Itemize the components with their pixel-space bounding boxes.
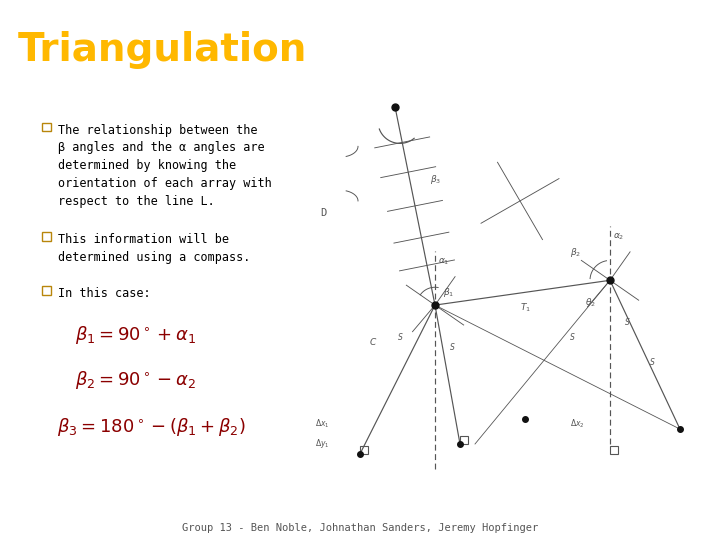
Text: orientation of each array with: orientation of each array with <box>58 177 271 190</box>
Text: $\beta_2$: $\beta_2$ <box>570 246 581 260</box>
Bar <box>610 446 618 454</box>
Text: The relationship between the: The relationship between the <box>58 124 258 137</box>
Bar <box>42 286 51 295</box>
Text: In this case:: In this case: <box>58 287 150 300</box>
Text: $T_1$: $T_1$ <box>520 301 531 314</box>
Text: S: S <box>398 333 403 342</box>
Bar <box>360 446 368 454</box>
Text: β angles and the α angles are: β angles and the α angles are <box>58 141 265 154</box>
Text: $\beta_3$: $\beta_3$ <box>430 173 441 186</box>
Bar <box>42 232 51 241</box>
Text: Triangulation: Triangulation <box>18 31 307 70</box>
Text: Group 13 - Ben Noble, Johnathan Sanders, Jeremy Hopfinger: Group 13 - Ben Noble, Johnathan Sanders,… <box>182 523 538 533</box>
Text: $\theta_2$: $\theta_2$ <box>585 296 596 308</box>
Text: $\beta_1$: $\beta_1$ <box>443 286 454 299</box>
Text: determined using a compass.: determined using a compass. <box>58 251 251 264</box>
Text: $\alpha_2$: $\alpha_2$ <box>613 232 624 242</box>
Text: $\beta_1 = 90^\circ + \alpha_1$: $\beta_1 = 90^\circ + \alpha_1$ <box>75 324 197 346</box>
Text: determined by knowing the: determined by knowing the <box>58 159 236 172</box>
Text: This information will be: This information will be <box>58 233 229 246</box>
Text: S: S <box>570 333 575 342</box>
Text: C: C <box>370 338 377 347</box>
Text: $\Delta x_2$: $\Delta x_2$ <box>570 417 585 430</box>
Text: $\alpha_1$: $\alpha_1$ <box>438 256 449 267</box>
Text: $\Delta y_1$: $\Delta y_1$ <box>315 437 330 450</box>
Text: $\beta_2 = 90^\circ - \alpha_2$: $\beta_2 = 90^\circ - \alpha_2$ <box>75 368 197 390</box>
Text: $\Delta x_1$: $\Delta x_1$ <box>315 417 330 430</box>
Text: D: D <box>320 208 326 218</box>
Bar <box>42 123 51 131</box>
Text: S: S <box>450 343 455 352</box>
Bar <box>460 436 468 444</box>
Text: S: S <box>650 357 655 367</box>
Text: respect to the line L.: respect to the line L. <box>58 195 215 208</box>
Text: S: S <box>625 318 630 327</box>
Text: $\beta_3 = 180^\circ - (\beta_1 + \beta_2)$: $\beta_3 = 180^\circ - (\beta_1 + \beta_… <box>57 416 246 438</box>
